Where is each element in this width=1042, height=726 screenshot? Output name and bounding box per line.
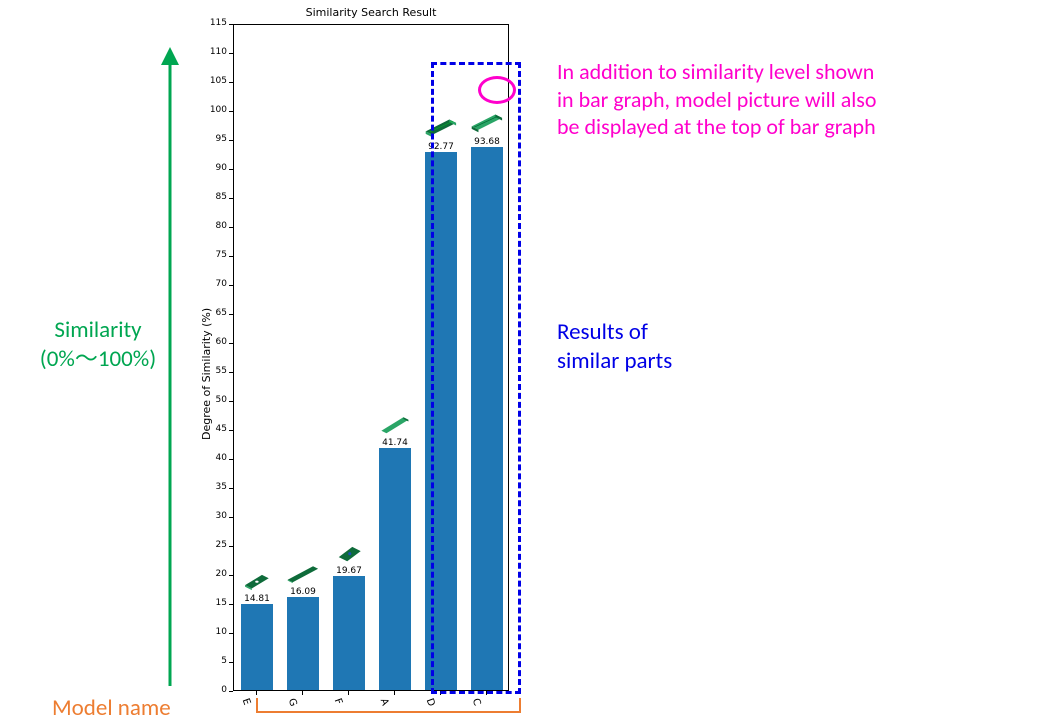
results-annotation-line2: similar parts [557, 347, 672, 376]
y-tick-label: 0 [203, 685, 227, 695]
x-tick-label: G [286, 697, 299, 708]
y-tick-mark [229, 140, 233, 141]
x-tick-mark [256, 691, 257, 695]
x-tick-mark [348, 691, 349, 695]
similarity-annotation-line1: Similarity [18, 316, 178, 345]
y-tick-mark [229, 575, 233, 576]
thumbnail-annotation-line3: be displayed at the top of bar graph [557, 113, 1027, 141]
x-tick-label: D [424, 697, 437, 708]
bar-value-F: 19.67 [326, 566, 372, 576]
y-tick-label: 30 [203, 511, 227, 521]
x-tick-mark [302, 691, 303, 695]
model-thumbnail-G [286, 562, 320, 584]
x-tick-label: E [240, 697, 253, 707]
thumbnail-annotation: In addition to similarity level shown in… [557, 58, 1027, 141]
y-tick-label: 85 [203, 192, 227, 202]
y-tick-mark [229, 459, 233, 460]
y-tick-label: 25 [203, 540, 227, 550]
x-tick-mark [394, 691, 395, 695]
bar-value-G: 16.09 [280, 587, 326, 597]
y-tick-mark [229, 488, 233, 489]
bar-value-A: 41.74 [372, 438, 418, 448]
y-tick-mark [229, 227, 233, 228]
model-thumbnail-E [240, 569, 274, 591]
bar-E [241, 604, 273, 690]
y-tick-label: 75 [203, 250, 227, 260]
y-tick-mark [229, 546, 233, 547]
y-tick-label: 115 [203, 18, 227, 28]
y-tick-label: 100 [203, 105, 227, 115]
thumbnail-annotation-line1: In addition to similarity level shown [557, 58, 1027, 86]
similarity-annotation-line2: (0%～100%) [18, 345, 178, 374]
y-tick-label: 110 [203, 47, 227, 57]
y-tick-mark [229, 691, 233, 692]
y-tick-mark [229, 53, 233, 54]
y-tick-label: 5 [203, 656, 227, 666]
bar-F [333, 576, 365, 690]
y-tick-label: 20 [203, 569, 227, 579]
y-tick-mark [229, 198, 233, 199]
y-tick-mark [229, 517, 233, 518]
y-tick-mark [229, 111, 233, 112]
y-tick-mark [229, 343, 233, 344]
y-tick-label: 35 [203, 482, 227, 492]
y-tick-mark [229, 604, 233, 605]
bar-G [287, 597, 319, 690]
y-tick-mark [229, 169, 233, 170]
y-tick-label: 70 [203, 279, 227, 289]
similarity-annotation: Similarity (0%～100%) [18, 316, 178, 374]
y-tick-label: 15 [203, 598, 227, 608]
x-tick-label: A [378, 697, 391, 707]
y-tick-label: 50 [203, 395, 227, 405]
y-tick-mark [229, 256, 233, 257]
y-tick-label: 60 [203, 337, 227, 347]
y-tick-mark [229, 82, 233, 83]
y-tick-mark [229, 662, 233, 663]
y-tick-label: 65 [203, 308, 227, 318]
y-tick-label: 55 [203, 366, 227, 376]
y-tick-mark [229, 430, 233, 431]
model-name-annotation: Model name [52, 694, 171, 723]
y-tick-label: 95 [203, 134, 227, 144]
y-tick-mark [229, 314, 233, 315]
results-annotation-line1: Results of [557, 318, 672, 347]
model-thumbnail-F [332, 541, 366, 563]
thumbnail-highlight-ellipse [478, 76, 516, 104]
y-tick-mark [229, 24, 233, 25]
x-tick-label: F [332, 697, 344, 706]
y-tick-mark [229, 401, 233, 402]
y-tick-label: 10 [203, 627, 227, 637]
y-tick-label: 90 [203, 163, 227, 173]
bar-value-E: 14.81 [234, 594, 280, 604]
y-tick-mark [229, 372, 233, 373]
thumbnail-annotation-line2: in bar graph, model picture will also [557, 86, 1027, 114]
model-thumbnail-A [378, 413, 412, 435]
x-tick-label: C [470, 697, 483, 707]
y-tick-label: 105 [203, 76, 227, 86]
y-tick-label: 45 [203, 424, 227, 434]
bar-A [379, 448, 411, 690]
results-highlight-box [431, 62, 521, 694]
y-tick-mark [229, 633, 233, 634]
y-tick-mark [229, 285, 233, 286]
chart-title: Similarity Search Result [233, 6, 509, 19]
y-tick-label: 40 [203, 453, 227, 463]
y-tick-label: 80 [203, 221, 227, 231]
results-annotation: Results of similar parts [557, 318, 672, 376]
